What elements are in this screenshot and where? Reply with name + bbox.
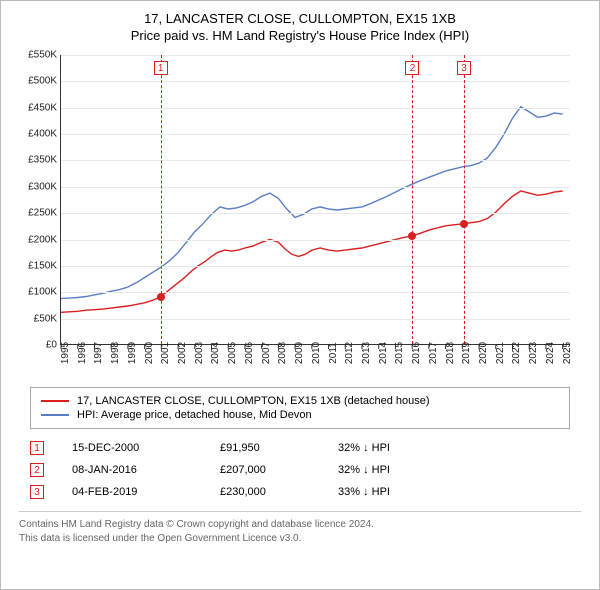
sale-marker-flag: 1 — [154, 61, 168, 75]
x-tick-label: 1998 — [110, 342, 121, 364]
plot-area: £0£50K£100K£150K£200K£250K£300K£350K£400… — [60, 55, 570, 345]
gridline — [61, 213, 570, 214]
x-tick-label: 2018 — [445, 342, 456, 364]
x-tick-label: 2023 — [528, 342, 539, 364]
gridline — [61, 108, 570, 109]
chart-svg — [61, 55, 570, 344]
x-tick-label: 2019 — [461, 342, 472, 364]
series-hpi — [61, 107, 563, 299]
x-tick-label: 2024 — [545, 342, 556, 364]
y-tick-label: £300K — [21, 181, 57, 192]
x-tick-label: 1997 — [93, 342, 104, 364]
sale-row: 2 08-JAN-2016 £207,000 32% ↓ HPI — [30, 459, 570, 481]
sale-date: 08-JAN-2016 — [72, 464, 192, 476]
gridline — [61, 55, 570, 56]
x-tick-label: 2017 — [428, 342, 439, 364]
x-tick-label: 2021 — [495, 342, 506, 364]
x-tick-label: 2012 — [344, 342, 355, 364]
sale-flag: 3 — [30, 485, 44, 499]
sale-marker-line — [412, 55, 413, 344]
sale-marker-flag: 3 — [457, 61, 471, 75]
sale-row: 1 15-DEC-2000 £91,950 32% ↓ HPI — [30, 437, 570, 459]
gridline — [61, 319, 570, 320]
x-tick-label: 2014 — [378, 342, 389, 364]
x-tick-label: 1995 — [60, 342, 71, 364]
chart: £0 £50K £100K £150K £200K £250K £300K £350K £400… — [20, 51, 580, 381]
y-tick-label: £0 — [21, 340, 57, 351]
footer-line2: This data is licensed under the Open Gov… — [19, 532, 581, 546]
footer-attribution: Contains HM Land Registry data © Crown c… — [19, 511, 581, 545]
y-tick-label: £500K — [21, 76, 57, 87]
page-container: 17, LANCASTER CLOSE, CULLOMPTON, EX15 1X… — [0, 0, 600, 590]
x-tick-label: 2022 — [511, 342, 522, 364]
gridline — [61, 81, 570, 82]
x-tick-label: 2003 — [194, 342, 205, 364]
gridline — [61, 160, 570, 161]
footer-line1: Contains HM Land Registry data © Crown c… — [19, 518, 581, 532]
x-tick-label: 2009 — [294, 342, 305, 364]
x-tick-label: 2002 — [177, 342, 188, 364]
sale-price: £230,000 — [220, 486, 310, 498]
gridline — [61, 187, 570, 188]
legend-label: 17, LANCASTER CLOSE, CULLOMPTON, EX15 1X… — [77, 395, 430, 407]
x-tick-label: 2010 — [311, 342, 322, 364]
sale-price: £207,000 — [220, 464, 310, 476]
legend-label: HPI: Average price, detached house, Mid … — [77, 409, 312, 421]
legend-row: 17, LANCASTER CLOSE, CULLOMPTON, EX15 1X… — [41, 394, 559, 408]
y-tick-label: £100K — [21, 287, 57, 298]
legend-swatch — [41, 414, 69, 416]
sale-date: 15-DEC-2000 — [72, 442, 192, 454]
x-tick-label: 2001 — [160, 342, 171, 364]
gridline — [61, 266, 570, 267]
sale-row: 3 04-FEB-2019 £230,000 33% ↓ HPI — [30, 481, 570, 503]
x-tick-label: 2000 — [144, 342, 155, 364]
x-tick-label: 2005 — [227, 342, 238, 364]
x-tick-label: 2011 — [328, 342, 339, 364]
legend: 17, LANCASTER CLOSE, CULLOMPTON, EX15 1X… — [30, 387, 570, 429]
y-tick-label: £550K — [21, 50, 57, 61]
x-tick-label: 2007 — [261, 342, 272, 364]
x-tick-label: 2008 — [277, 342, 288, 364]
sale-marker-flag: 2 — [405, 61, 419, 75]
x-tick-label: 2015 — [394, 342, 405, 364]
legend-swatch — [41, 400, 69, 402]
gridline — [61, 134, 570, 135]
y-tick-label: £400K — [21, 129, 57, 140]
gridline — [61, 292, 570, 293]
sale-hpi: 33% ↓ HPI — [338, 486, 438, 498]
y-tick-label: £350K — [21, 155, 57, 166]
x-tick-label: 1999 — [127, 342, 138, 364]
x-tick-label: 2016 — [411, 342, 422, 364]
sale-hpi: 32% ↓ HPI — [338, 464, 438, 476]
sale-marker-line — [464, 55, 465, 344]
gridline — [61, 240, 570, 241]
title-subtitle: Price paid vs. HM Land Registry's House … — [13, 28, 587, 43]
sales-table: 1 15-DEC-2000 £91,950 32% ↓ HPI 2 08-JAN-2016… — [30, 437, 570, 503]
title-address: 17, LANCASTER CLOSE, CULLOMPTON, EX15 1X… — [13, 11, 587, 26]
x-tick-label: 2013 — [361, 342, 372, 364]
y-tick-label: £200K — [21, 234, 57, 245]
sale-marker-dot — [157, 293, 165, 301]
x-tick-label: 1996 — [77, 342, 88, 364]
y-tick-label: £250K — [21, 208, 57, 219]
sale-marker-dot — [408, 232, 416, 240]
x-axis-labels: 1995199619971998199920002001200220032004… — [60, 351, 570, 381]
sale-price: £91,950 — [220, 442, 310, 454]
legend-row: HPI: Average price, detached house, Mid … — [41, 408, 559, 422]
y-tick-label: £50K — [21, 313, 57, 324]
sale-date: 04-FEB-2019 — [72, 486, 192, 498]
x-tick-label: 2025 — [562, 342, 573, 364]
y-tick-label: £450K — [21, 102, 57, 113]
sale-marker-dot — [460, 220, 468, 228]
x-tick-label: 2020 — [478, 342, 489, 364]
sale-flag: 2 — [30, 463, 44, 477]
sale-flag: 1 — [30, 441, 44, 455]
sale-marker-line — [161, 55, 162, 344]
x-tick-label: 2004 — [210, 342, 221, 364]
y-tick-label: £150K — [21, 260, 57, 271]
x-tick-label: 2006 — [244, 342, 255, 364]
sale-hpi: 32% ↓ HPI — [338, 442, 438, 454]
